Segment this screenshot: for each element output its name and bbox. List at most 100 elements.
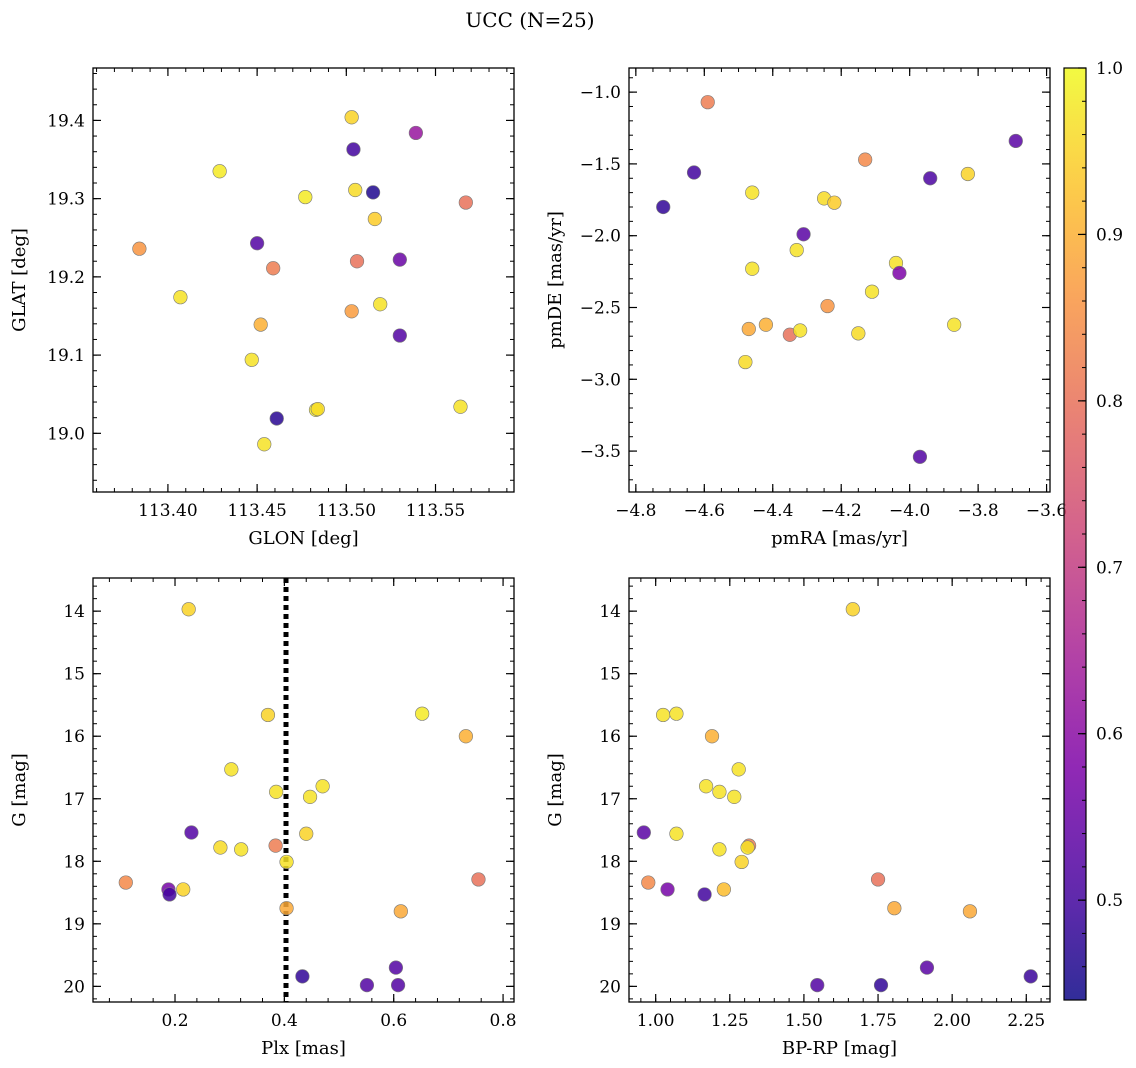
data-point <box>346 142 361 157</box>
x-tick-label: 0.8 <box>490 1011 517 1031</box>
data-point <box>712 842 727 857</box>
data-point <box>344 304 359 319</box>
x-axis-label: GLON [deg] <box>248 528 358 549</box>
data-point <box>415 706 430 721</box>
data-point <box>740 840 755 855</box>
y-tick-label: −2.0 <box>580 227 621 247</box>
data-point <box>669 706 684 721</box>
y-tick-label: 16 <box>63 727 85 747</box>
data-point <box>858 152 873 167</box>
data-point <box>344 110 359 125</box>
y-axis-label: G [mag] <box>545 753 566 826</box>
data-point <box>745 185 760 200</box>
data-point <box>268 838 283 853</box>
y-tick-label: 17 <box>599 790 621 810</box>
colorbar-tick-label: 0.6 <box>1096 725 1123 745</box>
data-point <box>257 437 272 452</box>
panel-glon-glat: 113.40 113.45 113.50 113.55 19.0 19.1 19.2 19.3… <box>9 67 515 549</box>
y-tick-label: 20 <box>599 977 621 997</box>
data-point <box>741 321 756 337</box>
data-point <box>279 854 294 870</box>
x-tick-label: 1.50 <box>785 1011 823 1031</box>
x-tick-label: 1.75 <box>859 1011 897 1031</box>
data-point <box>299 826 314 841</box>
data-point <box>234 842 249 857</box>
data-point <box>738 354 753 370</box>
y-axis-label: GLAT [deg] <box>9 228 30 332</box>
y-axis-label: pmDE [mas/yr] <box>545 211 566 349</box>
data-point <box>870 872 886 887</box>
data-point <box>315 779 330 794</box>
x-axis-label: pmRA [mas/yr] <box>771 528 908 549</box>
data-point <box>796 227 811 242</box>
x-tick-label: −3.8 <box>957 501 998 521</box>
data-point <box>359 978 375 993</box>
data-point <box>365 185 381 200</box>
y-tick-label: 19 <box>599 915 621 935</box>
y-tick-label: 19.0 <box>47 424 85 444</box>
data-point <box>712 784 727 799</box>
y-tick-label: −1.0 <box>580 83 621 103</box>
data-point <box>212 164 227 179</box>
y-tick-label: −3.0 <box>580 370 621 390</box>
y-tick-label: 18 <box>63 852 85 872</box>
x-axis-label: BP-RP [mag] <box>782 1038 897 1059</box>
data-point <box>820 298 835 314</box>
x-tick-label: 113.55 <box>406 501 465 521</box>
data-point <box>698 779 714 794</box>
x-tick-label: 2.25 <box>1007 1011 1045 1031</box>
y-tick-label: −3.5 <box>580 442 621 462</box>
data-point <box>392 252 407 267</box>
data-point <box>810 978 825 993</box>
data-point <box>310 401 325 417</box>
x-tick-label: 2.00 <box>933 1011 971 1031</box>
data-point <box>827 195 842 210</box>
data-point <box>923 171 938 186</box>
data-point <box>392 328 407 343</box>
data-point <box>367 211 382 227</box>
data-point <box>471 872 486 887</box>
data-point <box>458 195 473 210</box>
x-tick-label: −4.6 <box>684 501 725 521</box>
x-tick-label: 0.6 <box>380 1011 407 1031</box>
data-point <box>118 875 133 890</box>
data-point <box>213 840 228 855</box>
data-point <box>960 166 975 182</box>
y-axis-label: G [mag] <box>9 753 30 826</box>
y-tick-label: −2.5 <box>580 298 621 318</box>
y-tick-label: 18 <box>599 852 621 872</box>
data-point <box>912 449 928 464</box>
data-point <box>887 901 902 916</box>
panel-pmra-pmde: −4.8 −4.6 −4.4 −4.2 −4.0 −3.8 −3.6 −3.5 −3.0 −2.5… <box>545 67 1067 549</box>
x-tick-label: −4.8 <box>615 501 656 521</box>
data-point <box>1023 969 1038 984</box>
data-point <box>349 254 365 269</box>
data-point <box>851 326 866 341</box>
data-point <box>373 297 388 312</box>
data-point <box>716 882 731 897</box>
data-point <box>279 901 294 916</box>
y-tick-label: 19 <box>63 915 85 935</box>
data-point <box>745 261 760 276</box>
panel-plx-g: 0.2 0.4 0.6 0.8 14 15 16 17 18 19 20 Plx [mas] G [ma… <box>9 577 517 1059</box>
data-point <box>655 707 671 723</box>
colorbar-tick-label: 0.8 <box>1096 392 1123 412</box>
data-point <box>919 960 935 975</box>
data-point <box>260 707 276 723</box>
x-tick-label: 113.50 <box>317 501 376 521</box>
y-tick-label: 14 <box>599 602 621 622</box>
y-tick-label: 19.3 <box>47 190 85 210</box>
data-point <box>758 317 774 332</box>
data-point <box>892 265 907 281</box>
data-point <box>224 762 239 777</box>
colorbar-tick-label: 0.9 <box>1096 225 1123 245</box>
x-tick-label: −4.0 <box>889 501 930 521</box>
y-tick-label: 15 <box>63 665 85 685</box>
axes-frame <box>92 577 515 1003</box>
axes-frame <box>628 577 1051 1003</box>
panel-bprp-g: 1.00 1.25 1.50 1.75 2.00 2.25 14 15 16 17 18 19 20 BP… <box>545 577 1051 1059</box>
y-tick-label: 19.4 <box>47 111 85 131</box>
data-point <box>173 290 188 305</box>
y-tick-label: 16 <box>599 727 621 747</box>
data-point <box>269 784 284 799</box>
